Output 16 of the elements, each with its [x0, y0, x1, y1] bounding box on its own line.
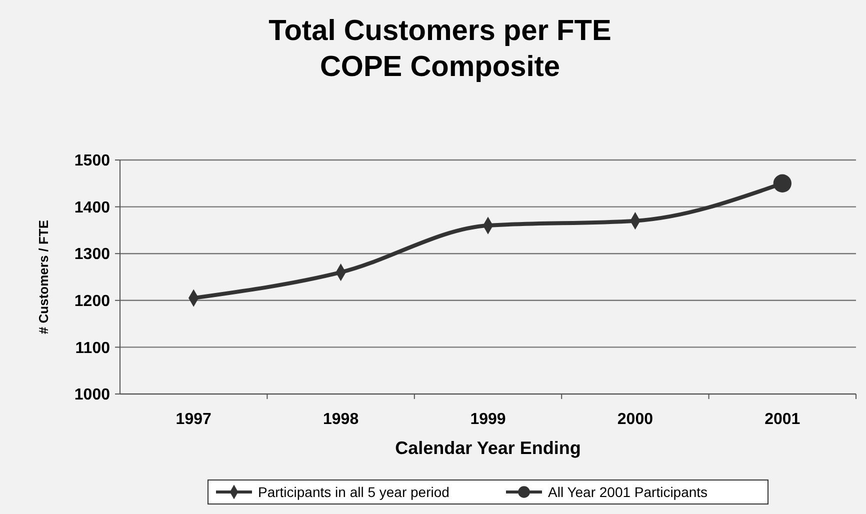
y-tick-label: 1500 — [74, 152, 110, 170]
x-tick-label: 2001 — [764, 411, 800, 428]
legend-label: Participants in all 5 year period — [258, 484, 450, 500]
y-tick-label: 1300 — [74, 246, 110, 264]
x-tick-label: 1999 — [470, 411, 506, 428]
x-tick-label: 2000 — [617, 411, 654, 428]
legend-label: All Year 2001 Participants — [548, 484, 708, 500]
x-axis-title: Calendar Year Ending — [395, 438, 581, 458]
y-axis-title: # Customers / FTE — [36, 220, 51, 334]
x-tick-label: 1997 — [176, 411, 212, 428]
y-tick-label: 1100 — [75, 340, 110, 357]
y-tick-label: 1400 — [74, 199, 110, 216]
chart-title: Total Customers per FTE COPE Composite — [268, 15, 612, 83]
y-tick-label: 1000 — [74, 386, 110, 404]
x-tick-label: 1998 — [323, 411, 359, 428]
y-tick-label: 1200 — [74, 293, 110, 310]
